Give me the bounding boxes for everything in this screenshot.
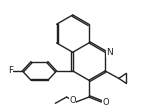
Text: O: O <box>69 96 76 105</box>
Text: N: N <box>106 48 113 57</box>
Text: O: O <box>103 98 109 107</box>
Text: F: F <box>8 66 13 75</box>
